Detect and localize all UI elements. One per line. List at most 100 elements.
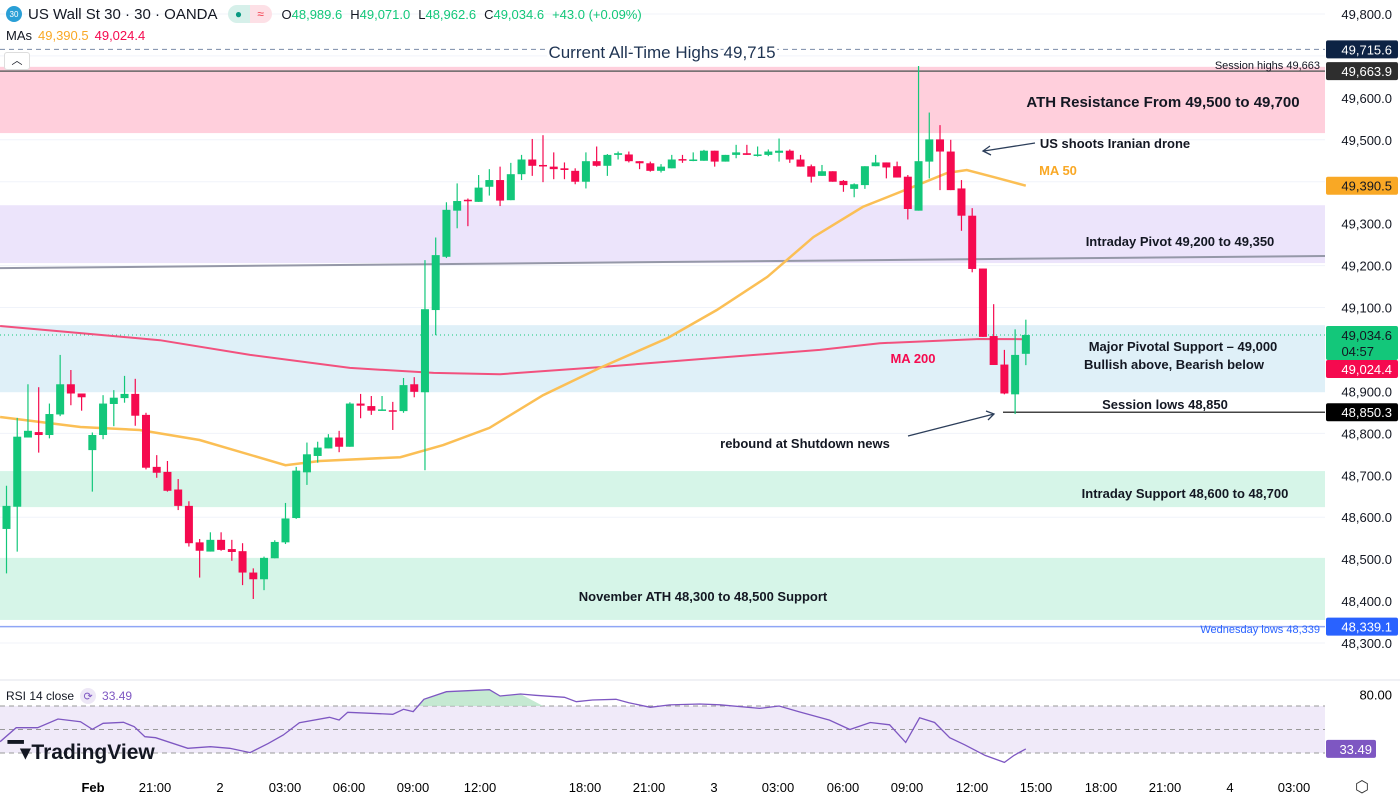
candle-body <box>914 161 923 211</box>
candle <box>141 412 150 470</box>
candle-body <box>603 154 612 166</box>
wednesday-lows-label: Wednesday lows 48,339 <box>1200 624 1320 636</box>
rebound-arrow-icon <box>907 410 996 437</box>
candle-body <box>753 154 762 156</box>
candle <box>753 146 762 157</box>
candle-body <box>2 505 11 529</box>
candle-body <box>109 397 118 404</box>
price-tick-label: 49,800.0 <box>1341 7 1392 22</box>
tv-logo-text: TradingView <box>31 740 155 764</box>
refresh-icon[interactable]: ⟳ <box>80 688 97 704</box>
candle-body <box>775 150 784 153</box>
candle <box>796 154 805 167</box>
candle-body <box>163 471 172 491</box>
candle <box>420 260 429 471</box>
time-tick-label: 4 <box>1226 780 1233 795</box>
settings-gear-icon[interactable]: ⬡ <box>1355 779 1369 796</box>
candle-body <box>646 163 655 171</box>
market-status-pill[interactable]: ● ≈ <box>227 5 272 23</box>
candle-body <box>335 437 344 447</box>
tradingview-logo[interactable]: ▔▾ TradingView <box>8 740 155 765</box>
symbol-title[interactable]: US Wall St 30 · 30 · OANDA <box>28 5 218 23</box>
candle-body <box>77 393 86 398</box>
candle <box>431 237 440 336</box>
candle-body <box>539 164 547 167</box>
mas-label: MAs <box>6 28 32 43</box>
price-tick-label: 48,900.0 <box>1341 384 1392 399</box>
ma200-price-badge-text: 49,024.4 <box>1341 362 1392 377</box>
candle <box>345 402 354 447</box>
candle-body <box>442 209 451 257</box>
candle <box>485 169 494 196</box>
candle <box>764 149 773 157</box>
rsi-legend[interactable]: RSI 14 close ⟳ 33.49 <box>6 688 132 704</box>
candle-body <box>260 557 269 580</box>
candle <box>1000 349 1009 395</box>
candle-body <box>667 159 676 169</box>
candle <box>410 377 419 398</box>
session-high-price-badge-text: 49,663.9 <box>1341 64 1392 79</box>
candle-body <box>635 161 644 164</box>
candle-body <box>120 393 129 399</box>
november-ath-label: November ATH 48,300 to 48,500 Support <box>579 589 828 604</box>
close-value: 49,034.6 <box>493 6 545 22</box>
candle <box>227 539 236 561</box>
candle <box>957 180 966 231</box>
close-label: C <box>484 6 494 22</box>
rsi-overbought-fill <box>417 689 543 706</box>
candle <box>1021 319 1030 366</box>
rsi-tick-80: 80.00 <box>1359 687 1392 702</box>
wednesday-low-price-badge <box>1326 617 1398 636</box>
time-tick-label: 21:00 <box>139 780 172 795</box>
candle <box>163 461 172 492</box>
candle <box>936 125 945 191</box>
price-axis <box>1325 0 1400 800</box>
open-value: 48,989.6 <box>291 6 343 22</box>
candle-body <box>742 153 751 155</box>
candle <box>260 556 269 591</box>
candle-body <box>66 384 75 394</box>
candle <box>66 370 75 406</box>
candle <box>989 304 998 365</box>
rsi-label: RSI 14 close <box>6 689 75 703</box>
bullish-bearish-label: Bullish above, Bearish below <box>1084 357 1265 372</box>
candle <box>313 441 322 463</box>
candle <box>978 268 987 337</box>
candle-body <box>324 437 333 449</box>
zone-intraday-pivot <box>0 205 1325 264</box>
zone-november-ath-support <box>0 557 1325 620</box>
candle-body <box>732 152 741 155</box>
candle-body <box>152 466 161 473</box>
candle-body <box>925 139 934 162</box>
candle-body <box>410 384 419 392</box>
candle <box>850 183 859 198</box>
candle-body <box>292 470 301 519</box>
candle-body <box>828 171 837 182</box>
low-label: L <box>418 6 426 22</box>
session-lows-label: Session lows 48,850 <box>1102 397 1228 412</box>
candle-body <box>313 447 322 456</box>
candle-body <box>238 551 247 573</box>
candle <box>399 377 408 413</box>
ath-price-badge-text: 49,715.6 <box>1341 42 1392 57</box>
collapse-legend-button[interactable]: ︿ <box>4 52 30 70</box>
candle-body <box>549 166 558 170</box>
time-tick-label: Feb <box>81 780 104 795</box>
candle-body <box>217 539 226 550</box>
session-high-price-badge <box>1326 62 1398 81</box>
candle <box>517 154 526 181</box>
candle-body <box>345 403 354 447</box>
candle <box>603 154 612 176</box>
candle <box>549 152 558 180</box>
ma-legend[interactable]: MAs 49,390.5 49,024.4 <box>6 28 145 43</box>
candle-body <box>882 162 891 168</box>
candle-body <box>1021 334 1030 354</box>
candle <box>699 149 708 161</box>
candle <box>45 403 54 439</box>
time-tick-label: 09:00 <box>891 780 924 795</box>
candle-body <box>946 151 955 191</box>
candle-body <box>496 180 505 201</box>
candle <box>13 417 22 552</box>
candle <box>506 162 515 201</box>
